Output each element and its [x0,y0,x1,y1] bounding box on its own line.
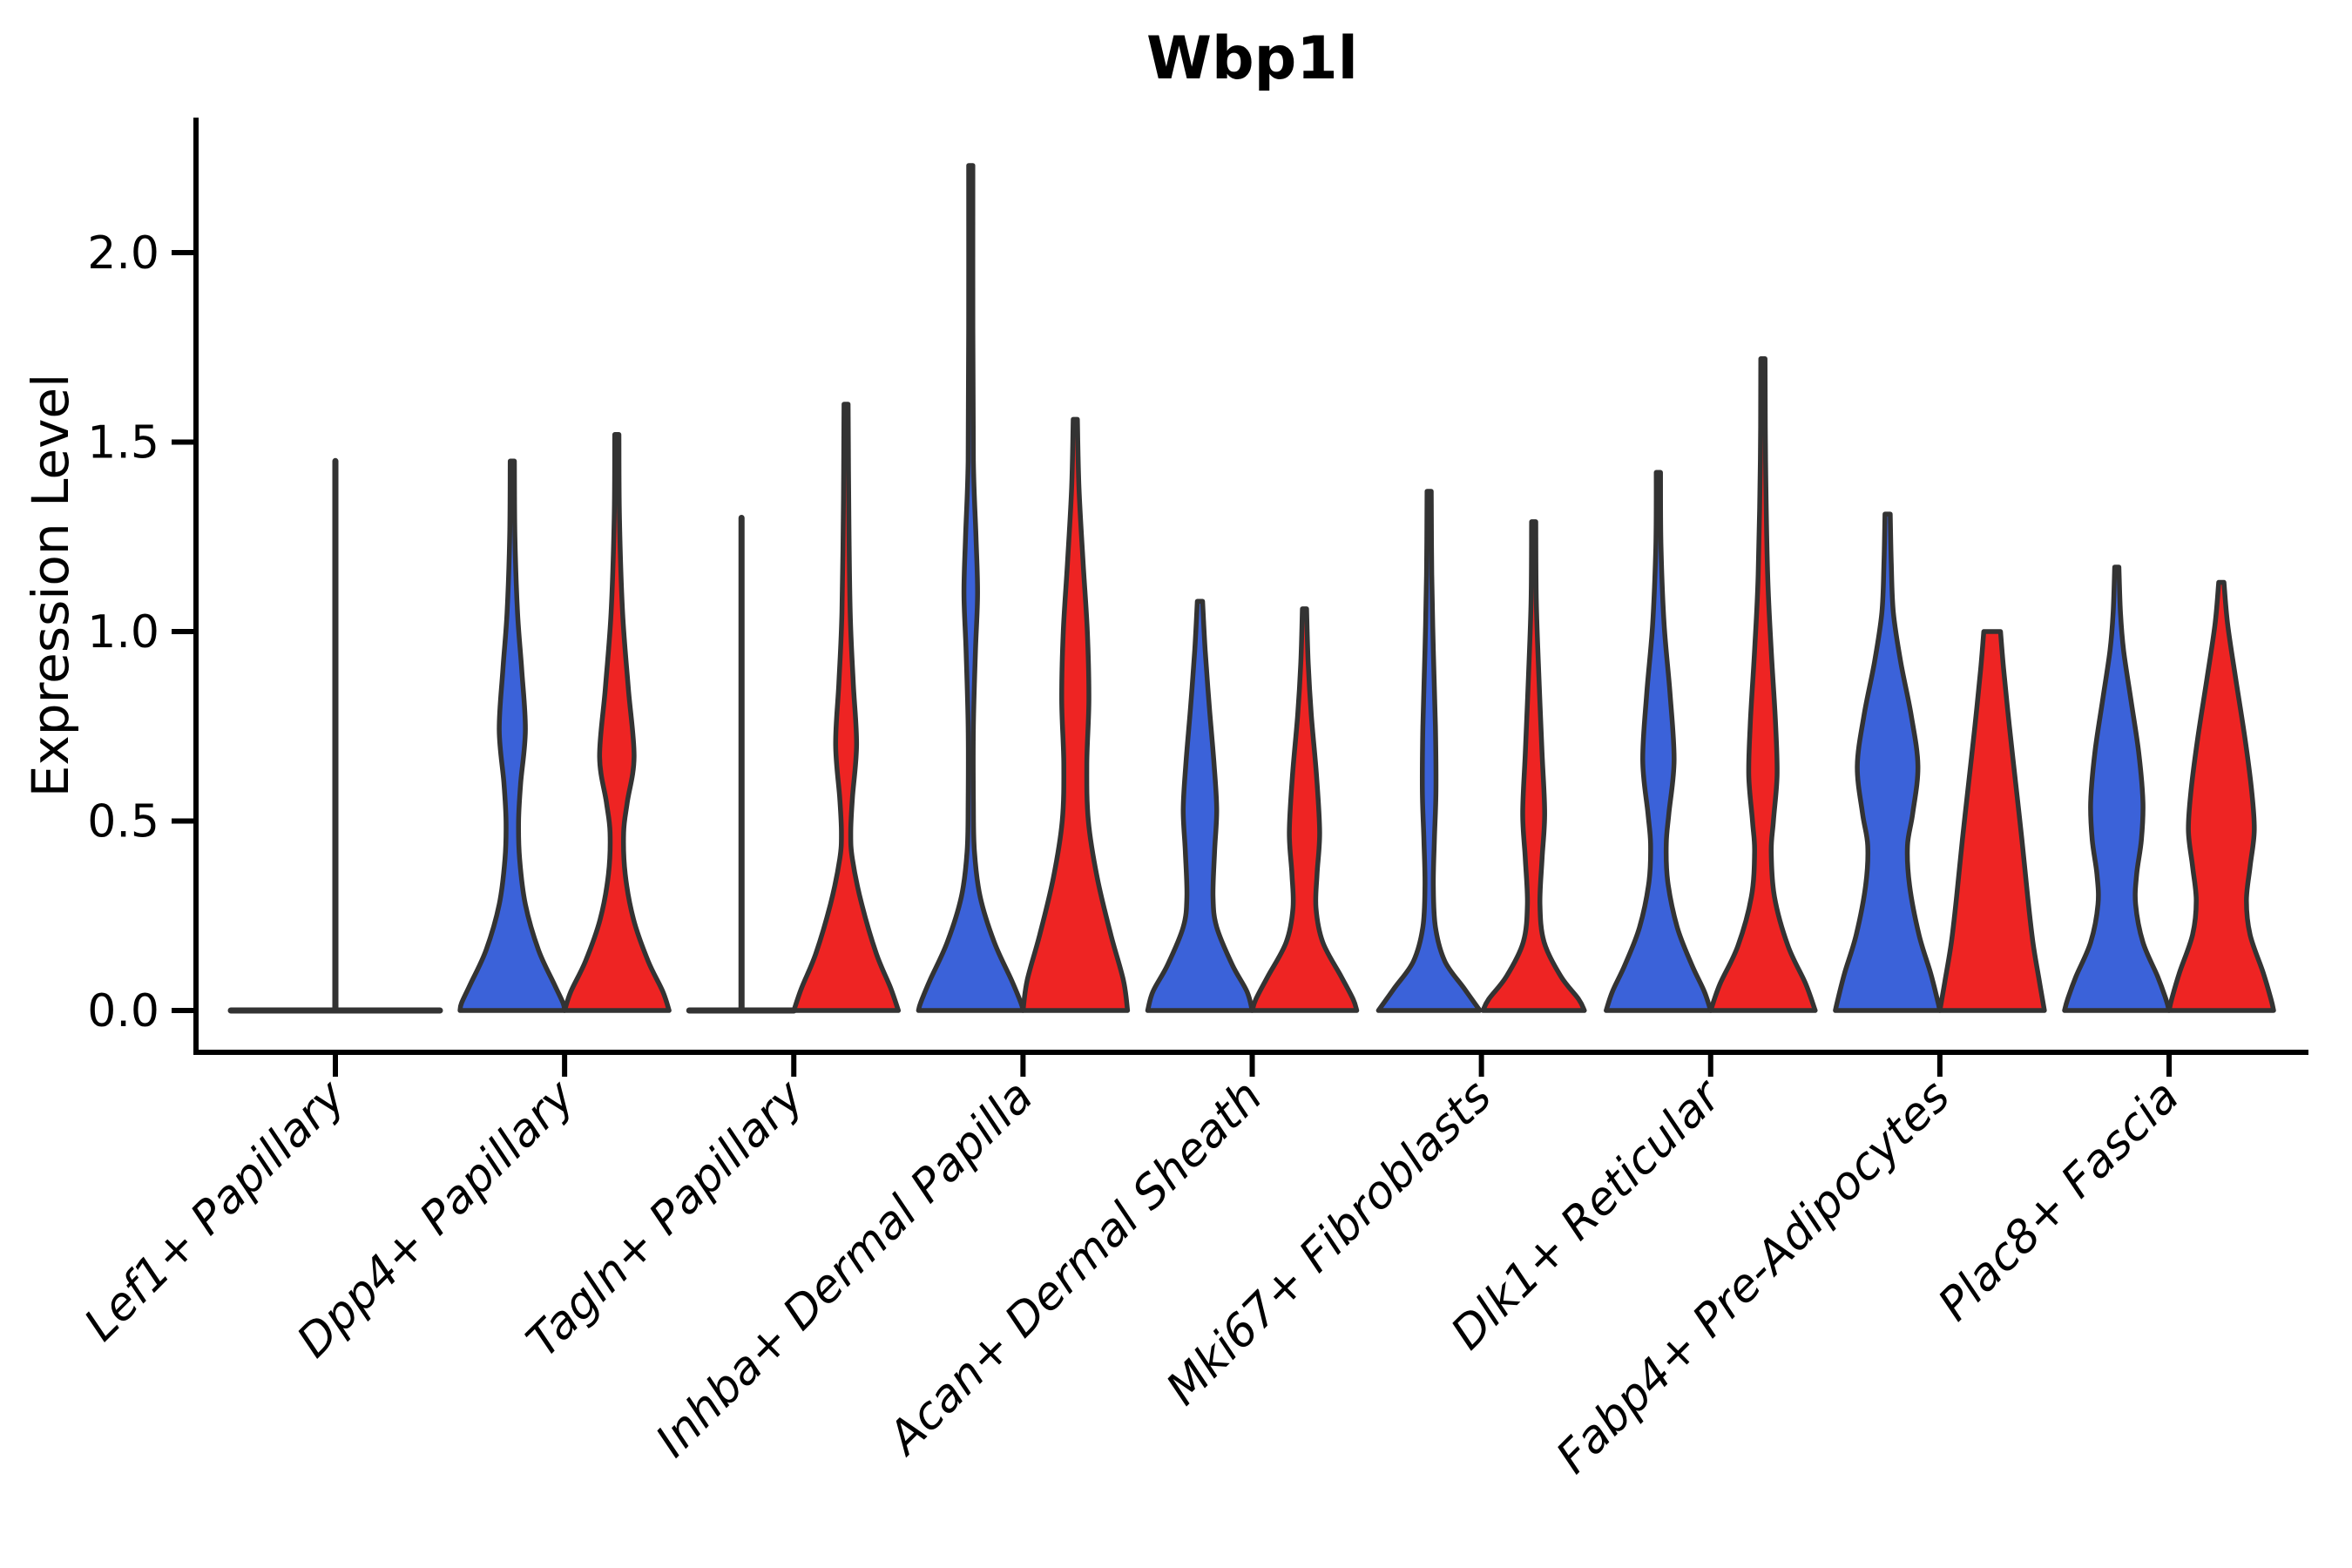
violin-spike-group-blue-0 [227,457,443,1014]
y-tick-label: 1.0 [87,606,159,659]
violin-group-red-1 [562,432,672,1013]
violin-group-red-5 [1480,519,1587,1013]
x-tick-label: Fabp4+ Pre-Adipocytes [1546,1071,1960,1484]
violin-group-red-3 [1020,416,1131,1013]
violin-group-red-6 [1708,356,1818,1013]
axes-spines [193,118,2308,1055]
x-tick-label: Acan+ Dermal Sheath [877,1071,1273,1466]
x-tick-label: Plac8+ Fascia [1929,1071,2189,1331]
y-tick-label: 0.5 [87,796,159,848]
violin-group-red-8 [2166,579,2276,1013]
y-tick-label: 1.5 [87,417,159,470]
y-tick-label: 0.0 [87,985,159,1037]
violin-group-red-7 [1937,629,2047,1013]
violin-group-blue-4 [1145,598,1255,1013]
violin-group-red-4 [1249,606,1360,1013]
violin-group-blue-7 [1833,511,1943,1013]
y-tick-label: 2.0 [87,227,159,280]
violin-group-blue-6 [1604,470,1713,1013]
violin-group-blue-5 [1375,489,1483,1013]
violin-group-blue-3 [916,163,1026,1013]
x-tick-label: Inhba+ Dermal Papilla [646,1071,1044,1468]
chart-title: Wbp1l [1146,24,1358,93]
violin-group-blue-8 [2062,564,2172,1013]
violin-spike-group-blue-2 [686,515,797,1014]
violin-group-blue-1 [457,458,567,1013]
violin-group-red-2 [791,402,902,1013]
